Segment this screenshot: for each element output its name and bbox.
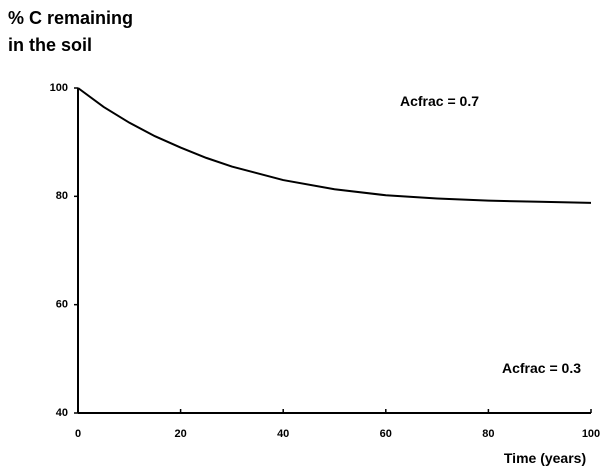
- y-axis-title: in the soil: [8, 35, 92, 55]
- x-tick-label: 0: [75, 428, 81, 440]
- x-axis-title: Time (years): [504, 450, 586, 466]
- x-tick-label: 100: [582, 428, 600, 440]
- x-tick-label: 40: [277, 428, 289, 440]
- x-tick-label: 80: [482, 428, 494, 440]
- y-tick-label: 100: [50, 82, 68, 94]
- annotation: Acfrac = 0.3: [502, 360, 581, 376]
- y-tick-label: 60: [56, 299, 68, 311]
- y-axis-title: % C remaining: [8, 8, 133, 28]
- y-tick-label: 80: [56, 190, 68, 202]
- data-line: [77, 87, 592, 204]
- y-tick-label: 40: [56, 407, 68, 419]
- x-tick-label: 20: [174, 428, 186, 440]
- x-tick-label: 60: [380, 428, 392, 440]
- annotation: Acfrac = 0.7: [400, 93, 479, 109]
